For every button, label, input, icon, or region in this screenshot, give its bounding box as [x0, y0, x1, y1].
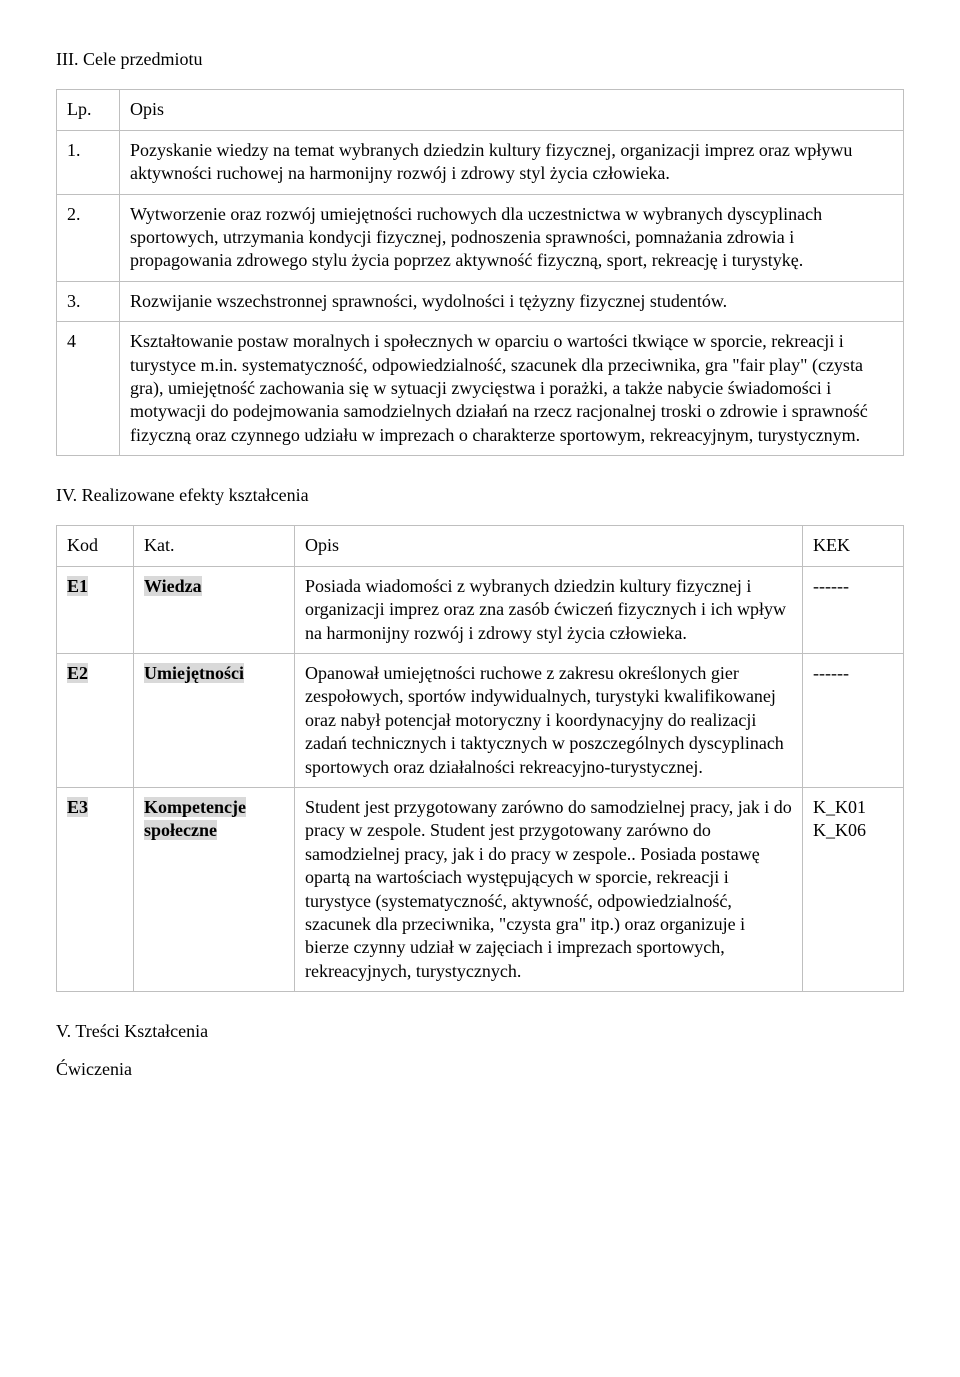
cell-opis: Posiada wiadomości z wybranych dziedzin … [295, 566, 803, 653]
section3-heading: III. Cele przedmiotu [56, 48, 904, 71]
cell-opis: Student jest przygotowany zarówno do sam… [295, 787, 803, 991]
kat-badge: Kompetencje społeczne [144, 797, 246, 840]
cell-kat: Wiedza [134, 566, 295, 653]
cell-kod: E2 [57, 654, 134, 788]
cell-lp: 3. [57, 281, 120, 321]
table-row: E2 Umiejętności Opanował umiejętności ru… [57, 654, 904, 788]
kod-badge: E3 [67, 797, 88, 817]
col-lp-header: Lp. [57, 90, 120, 130]
cell-opis: Kształtowanie postaw moralnych i społecz… [120, 322, 904, 456]
cell-opis: Pozyskanie wiedzy na temat wybranych dzi… [120, 130, 904, 194]
cell-opis: Rozwijanie wszechstronnej sprawności, wy… [120, 281, 904, 321]
col-kek-header: KEK [803, 526, 904, 566]
col-opis-header: Opis [120, 90, 904, 130]
cell-kek: ------ [803, 566, 904, 653]
cell-kat: Umiejętności [134, 654, 295, 788]
cell-kat: Kompetencje społeczne [134, 787, 295, 991]
table-row: E3 Kompetencje społeczne Student jest pr… [57, 787, 904, 991]
cell-lp: 2. [57, 194, 120, 281]
cell-opis: Wytworzenie oraz rozwój umiejętności ruc… [120, 194, 904, 281]
table-header-row: Kod Kat. Opis KEK [57, 526, 904, 566]
table-row: 4 Kształtowanie postaw moralnych i społe… [57, 322, 904, 456]
kod-badge: E2 [67, 663, 88, 683]
cell-lp: 1. [57, 130, 120, 194]
col-kod-header: Kod [57, 526, 134, 566]
table-row: 2. Wytworzenie oraz rozwój umiejętności … [57, 194, 904, 281]
cell-kek: ------ [803, 654, 904, 788]
kat-badge: Umiejętności [144, 663, 244, 683]
kod-badge: E1 [67, 576, 88, 596]
cell-kod: E3 [57, 787, 134, 991]
cell-kek: K_K01 K_K06 [803, 787, 904, 991]
section5-heading: V. Treści Kształcenia [56, 1020, 904, 1043]
goals-table: Lp. Opis 1. Pozyskanie wiedzy na temat w… [56, 89, 904, 456]
effects-table: Kod Kat. Opis KEK E1 Wiedza Posiada wiad… [56, 525, 904, 992]
kat-badge: Wiedza [144, 576, 202, 596]
table-row: 3. Rozwijanie wszechstronnej sprawności,… [57, 281, 904, 321]
col-kat-header: Kat. [134, 526, 295, 566]
section4-heading: IV. Realizowane efekty kształcenia [56, 484, 904, 507]
col-opis-header: Opis [295, 526, 803, 566]
table-header-row: Lp. Opis [57, 90, 904, 130]
table-row: E1 Wiedza Posiada wiadomości z wybranych… [57, 566, 904, 653]
cell-opis: Opanował umiejętności ruchowe z zakresu … [295, 654, 803, 788]
section5-sub: Ćwiczenia [56, 1058, 904, 1081]
cell-lp: 4 [57, 322, 120, 456]
table-row: 1. Pozyskanie wiedzy na temat wybranych … [57, 130, 904, 194]
cell-kod: E1 [57, 566, 134, 653]
